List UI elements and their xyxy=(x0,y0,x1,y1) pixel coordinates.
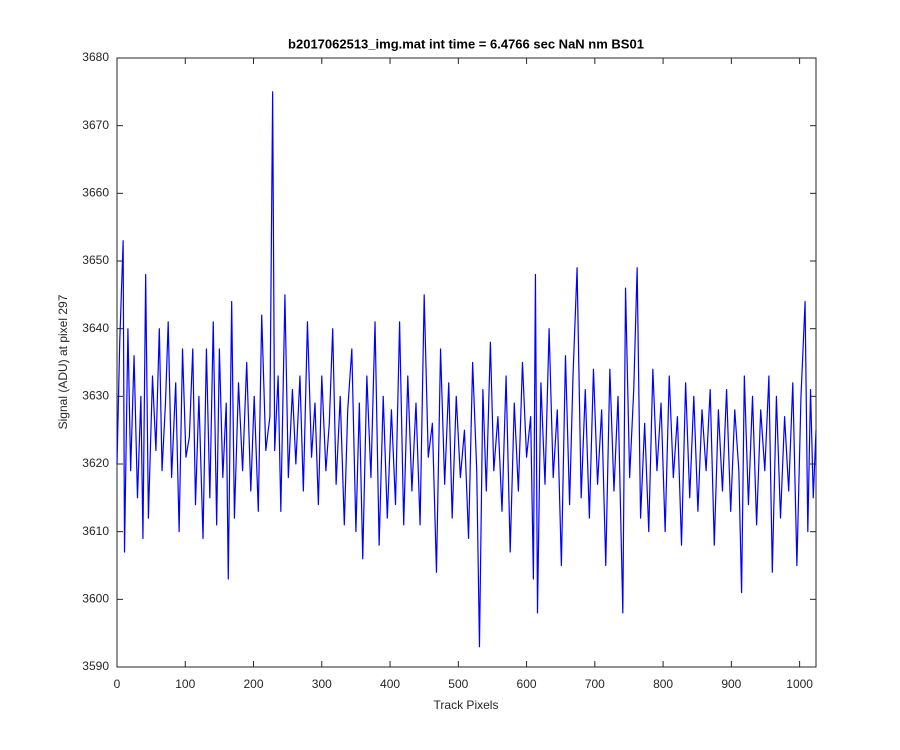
y-tick-label: 3620 xyxy=(82,456,109,470)
plot-frame xyxy=(116,57,817,668)
x-tick-label: 0 xyxy=(114,677,121,691)
x-tick-label: 900 xyxy=(721,677,741,691)
y-tick-label: 3590 xyxy=(82,659,109,673)
y-tick-label: 3630 xyxy=(82,389,109,403)
x-tick-label: 500 xyxy=(448,677,468,691)
x-tick-label: 200 xyxy=(244,677,264,691)
x-axis-label: Track Pixels xyxy=(434,698,499,712)
x-tick-label: 100 xyxy=(175,677,195,691)
y-axis-label: Signal (ADU) at pixel 297 xyxy=(56,294,70,429)
x-tick-label: 400 xyxy=(380,677,400,691)
x-tick-label: 600 xyxy=(517,677,537,691)
data-line xyxy=(116,91,817,648)
y-tick-label: 3670 xyxy=(82,118,109,132)
chart-title: b2017062513_img.mat int time = 6.4766 se… xyxy=(288,36,644,51)
x-tick-label: 700 xyxy=(585,677,605,691)
y-tick-label: 3610 xyxy=(82,524,109,538)
y-tick-label: 3660 xyxy=(82,186,109,200)
x-tick-label: 1000 xyxy=(786,677,813,691)
y-tick-label: 3680 xyxy=(82,50,109,64)
y-tick-label: 3640 xyxy=(82,321,109,335)
y-tick-label: 3600 xyxy=(82,592,109,606)
x-tick-label: 800 xyxy=(653,677,673,691)
x-tick-label: 300 xyxy=(312,677,332,691)
y-tick-label: 3650 xyxy=(82,253,109,267)
